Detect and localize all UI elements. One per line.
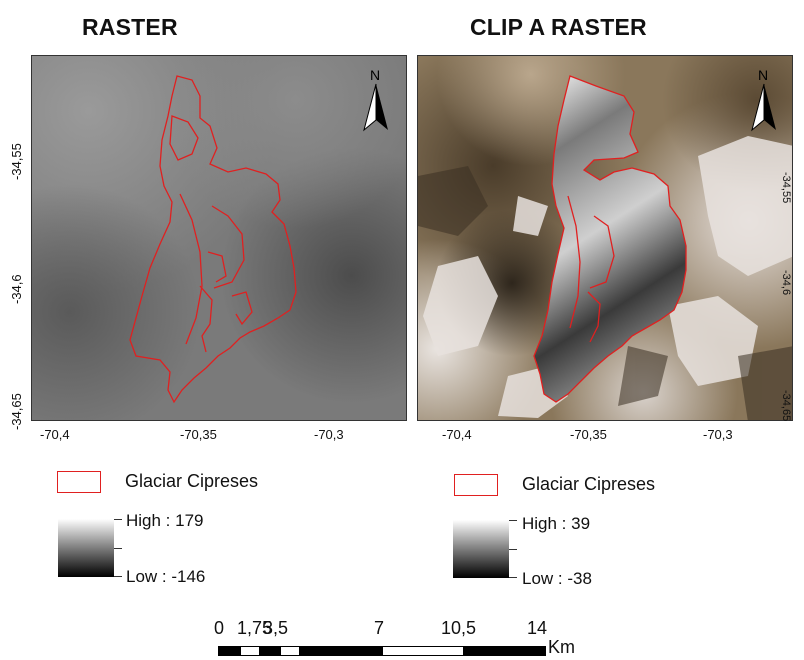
left-raster-map: N: [32, 56, 406, 420]
right-map-frame: N: [417, 55, 793, 421]
legend-outline-swatch-right: [454, 474, 498, 496]
ramp-tick-low-right: [509, 577, 517, 578]
north-label: N: [370, 67, 380, 83]
north-arrow-icon: N: [363, 67, 388, 132]
right-y-tick-2: -34,6: [780, 270, 792, 296]
left-x-tick-3: -70,3: [314, 427, 344, 442]
right-x-tick-1: -70,4: [442, 427, 472, 442]
scale-seg-2: [240, 646, 260, 656]
scale-label-5: 14: [527, 618, 548, 638]
scale-seg-1: [218, 646, 240, 656]
scale-seg-5: [300, 646, 382, 656]
right-x-tick-3: -70,3: [703, 427, 733, 442]
left-y-tick-1: -34,55: [9, 143, 24, 180]
north-label-right: N: [758, 67, 768, 83]
glacier-outline-clipped: [533, 75, 687, 403]
legend-outline-label-right: Glaciar Cipreses: [522, 474, 656, 494]
ramp-tick-low-left: [114, 576, 122, 577]
scale-label-4: 10,5: [441, 618, 477, 638]
north-arrow-icon-right: N: [751, 67, 776, 132]
scale-label-1: 1,75: [237, 618, 273, 638]
glacier-outline: [129, 75, 297, 404]
ramp-tick-mid-right: [509, 549, 517, 550]
right-map-title: CLIP A RASTER: [470, 14, 647, 40]
scale-label-3: 7: [374, 618, 385, 638]
ramp-tick-high-right: [509, 520, 517, 521]
legend-outline-swatch-left: [57, 471, 101, 493]
left-x-tick-2: -70,35: [180, 427, 217, 442]
scale-label-2: 3,5: [263, 618, 289, 638]
ramp-tick-high-left: [114, 519, 122, 520]
left-y-tick-3: -34,65: [9, 393, 24, 430]
left-x-tick-1: -70,4: [40, 427, 70, 442]
scale-seg-6: [382, 646, 464, 656]
right-x-tick-2: -70,35: [570, 427, 607, 442]
right-clipped-map: N: [418, 56, 792, 420]
ramp-tick-mid-left: [114, 548, 122, 549]
scale-label-0: 0: [214, 618, 225, 638]
scale-seg-4: [280, 646, 300, 656]
scale-seg-3: [260, 646, 280, 656]
left-map-title: RASTER: [82, 14, 178, 40]
legend-low-label-right: Low : -38: [522, 569, 592, 588]
right-y-tick-1: -34,55: [780, 172, 792, 204]
scale-seg-7: [464, 646, 546, 656]
legend-low-label-left: Low : -146: [126, 567, 206, 586]
legend-high-label-left: High : 179: [126, 511, 204, 530]
legend-color-ramp-left: [58, 519, 114, 577]
right-y-tick-3: -34,65: [780, 390, 792, 422]
left-map-frame: N: [31, 55, 407, 421]
legend-high-label-right: High : 39: [522, 514, 591, 533]
legend-outline-label-left: Glaciar Cipreses: [125, 471, 259, 491]
legend-color-ramp-right: [453, 520, 509, 578]
scale-unit: Km: [548, 637, 575, 657]
left-y-tick-2: -34,6: [9, 274, 24, 304]
